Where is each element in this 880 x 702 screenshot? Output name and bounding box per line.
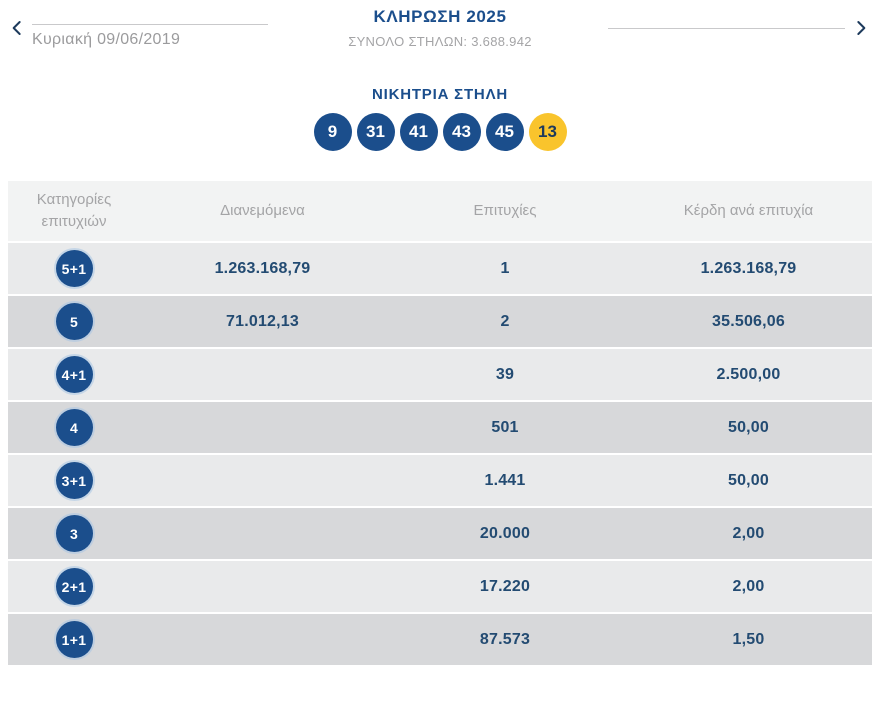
category-badge: 3 [55, 515, 93, 552]
category-badge: 1+1 [55, 621, 93, 658]
table-header-row: Κατηγορίες επιτυχιών Διανεμόμενα Επιτυχί… [8, 181, 872, 241]
per-win-value: 50,00 [727, 471, 770, 489]
wins-value: 39 [495, 365, 515, 383]
winning-number-ball: 41 [399, 113, 438, 151]
column-header-per-win: Κέρδη ανά επιτυχία [683, 201, 814, 219]
draw-header: Κυριακή 09/06/2019 ΚΛΗΡΩΣΗ 2025 ΣΥΝΟΛΟ Σ… [0, 0, 880, 60]
table-row: 5 71.012,13 2 35.506,06 [8, 296, 872, 347]
total-columns-label: ΣΥΝΟΛΟ ΣΤΗΛΩΝ: 3.688.942 [348, 34, 532, 49]
distributed-value: 1.263.168,79 [214, 259, 311, 277]
table-body: 5+1 1.263.168,79 1 1.263.168,79 5 71.012,13 2 3… [8, 243, 872, 665]
category-badge: 4+1 [55, 356, 93, 393]
winning-number-ball: 31 [356, 113, 395, 151]
wins-value: 20.000 [479, 524, 531, 542]
category-badge: 2+1 [55, 568, 93, 605]
per-win-value: 1,50 [732, 630, 765, 648]
distributed-value: 71.012,13 [226, 312, 299, 330]
winning-column-label: ΝΙΚΗΤΡΙΑ ΣΤΗΛΗ [371, 86, 509, 103]
winning-number-ball: 43 [442, 113, 481, 151]
wins-value: 2 [500, 312, 510, 330]
results-table: Κατηγορίες επιτυχιών Διανεμόμενα Επιτυχί… [8, 181, 872, 665]
wins-value: 501 [491, 418, 519, 436]
draw-date: Κυριακή 09/06/2019 [32, 31, 181, 48]
category-badge: 4 [55, 409, 93, 446]
per-win-value: 2,00 [732, 524, 765, 542]
per-win-value: 2.500,00 [716, 365, 781, 383]
column-header-categories: Κατηγορίες επιτυχιών [36, 190, 112, 231]
per-win-value: 35.506,06 [712, 312, 785, 330]
column-header-distributed: Διανεμόμενα [220, 201, 305, 219]
wins-value: 17.220 [479, 577, 531, 595]
per-win-value: 2,00 [732, 577, 765, 595]
table-row: 3+1 1.441 50,00 [8, 455, 872, 506]
table-row: 4+1 39 2.500,00 [8, 349, 872, 400]
wins-value: 87.573 [479, 630, 531, 648]
category-badge: 5 [55, 303, 93, 340]
table-row: 3 20.000 2,00 [8, 508, 872, 559]
table-row: 2+1 17.220 2,00 [8, 561, 872, 612]
per-win-value: 1.263.168,79 [700, 259, 797, 277]
per-win-value: 50,00 [727, 418, 770, 436]
wins-value: 1 [500, 259, 510, 277]
winning-numbers: 9 31 41 43 45 13 [0, 113, 880, 151]
chevron-left-icon [9, 20, 25, 39]
winning-number-ball: 45 [485, 113, 524, 151]
draw-title: ΚΛΗΡΩΣΗ 2025 [373, 7, 507, 26]
next-draw-button[interactable] [849, 17, 873, 41]
right-divider-line [608, 28, 845, 29]
prev-draw-button[interactable] [5, 17, 29, 41]
category-badge: 5+1 [55, 250, 93, 287]
chevron-right-icon [853, 20, 869, 39]
left-divider-line [32, 24, 268, 25]
table-row: 5+1 1.263.168,79 1 1.263.168,79 [8, 243, 872, 294]
bonus-number-ball: 13 [528, 113, 567, 151]
winning-number-ball: 9 [313, 113, 352, 151]
category-badge: 3+1 [55, 462, 93, 499]
table-row: 1+1 87.573 1,50 [8, 614, 872, 665]
table-row: 4 501 50,00 [8, 402, 872, 453]
wins-value: 1.441 [484, 471, 526, 489]
column-header-wins: Επιτυχίες [473, 201, 537, 219]
